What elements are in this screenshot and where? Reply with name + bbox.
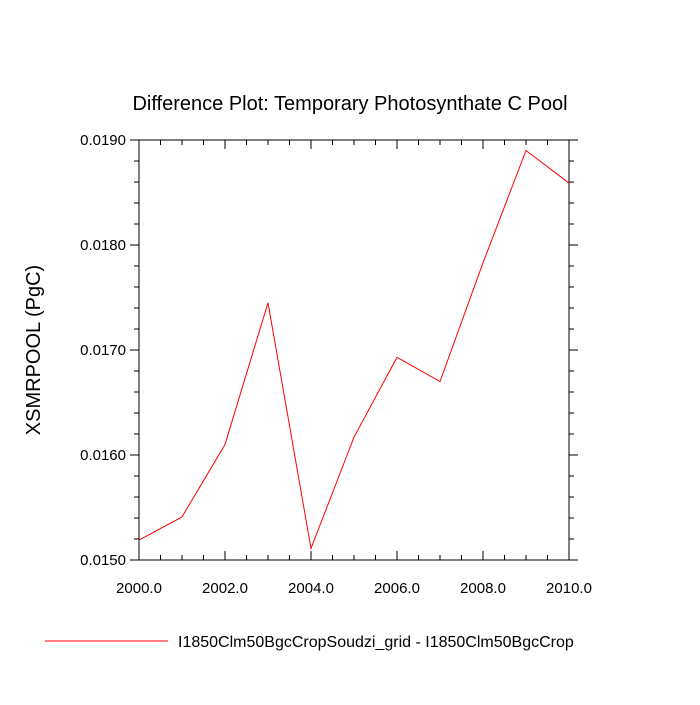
x-tick-label: 2008.0 (460, 580, 506, 597)
x-tick-label: 2010.0 (546, 580, 592, 597)
plot-frame (138, 139, 570, 561)
axis-ticks (130, 139, 578, 561)
y-axis-label: XSMRPOOL (PgC) (23, 265, 45, 435)
x-tick-label: 2004.0 (288, 580, 334, 597)
y-tick-label: 0.0190 (80, 132, 126, 149)
series-line (138, 149, 570, 551)
legend: I1850Clm50BgcCropSoudzi_grid - I1850Clm5… (45, 634, 574, 651)
axis-tick-labels: 2000.0 2002.0 2004.0 2006.0 2008.0 2010.0 0.01… (80, 132, 592, 597)
x-tick-label: 2006.0 (374, 580, 420, 597)
legend-label: I1850Clm50BgcCropSoudzi_grid - I1850Clm5… (178, 634, 574, 651)
series-layer (138, 149, 570, 551)
y-tick-label: 0.0150 (80, 552, 126, 569)
x-tick-label: 2002.0 (202, 580, 248, 597)
y-tick-label: 0.0170 (80, 342, 126, 359)
x-tick-label: 2000.0 (116, 580, 162, 597)
y-tick-label: 0.0160 (80, 447, 126, 464)
y-tick-label: 0.0180 (80, 237, 126, 254)
chart-title: Difference Plot: Temporary Photosynthate… (132, 93, 567, 115)
